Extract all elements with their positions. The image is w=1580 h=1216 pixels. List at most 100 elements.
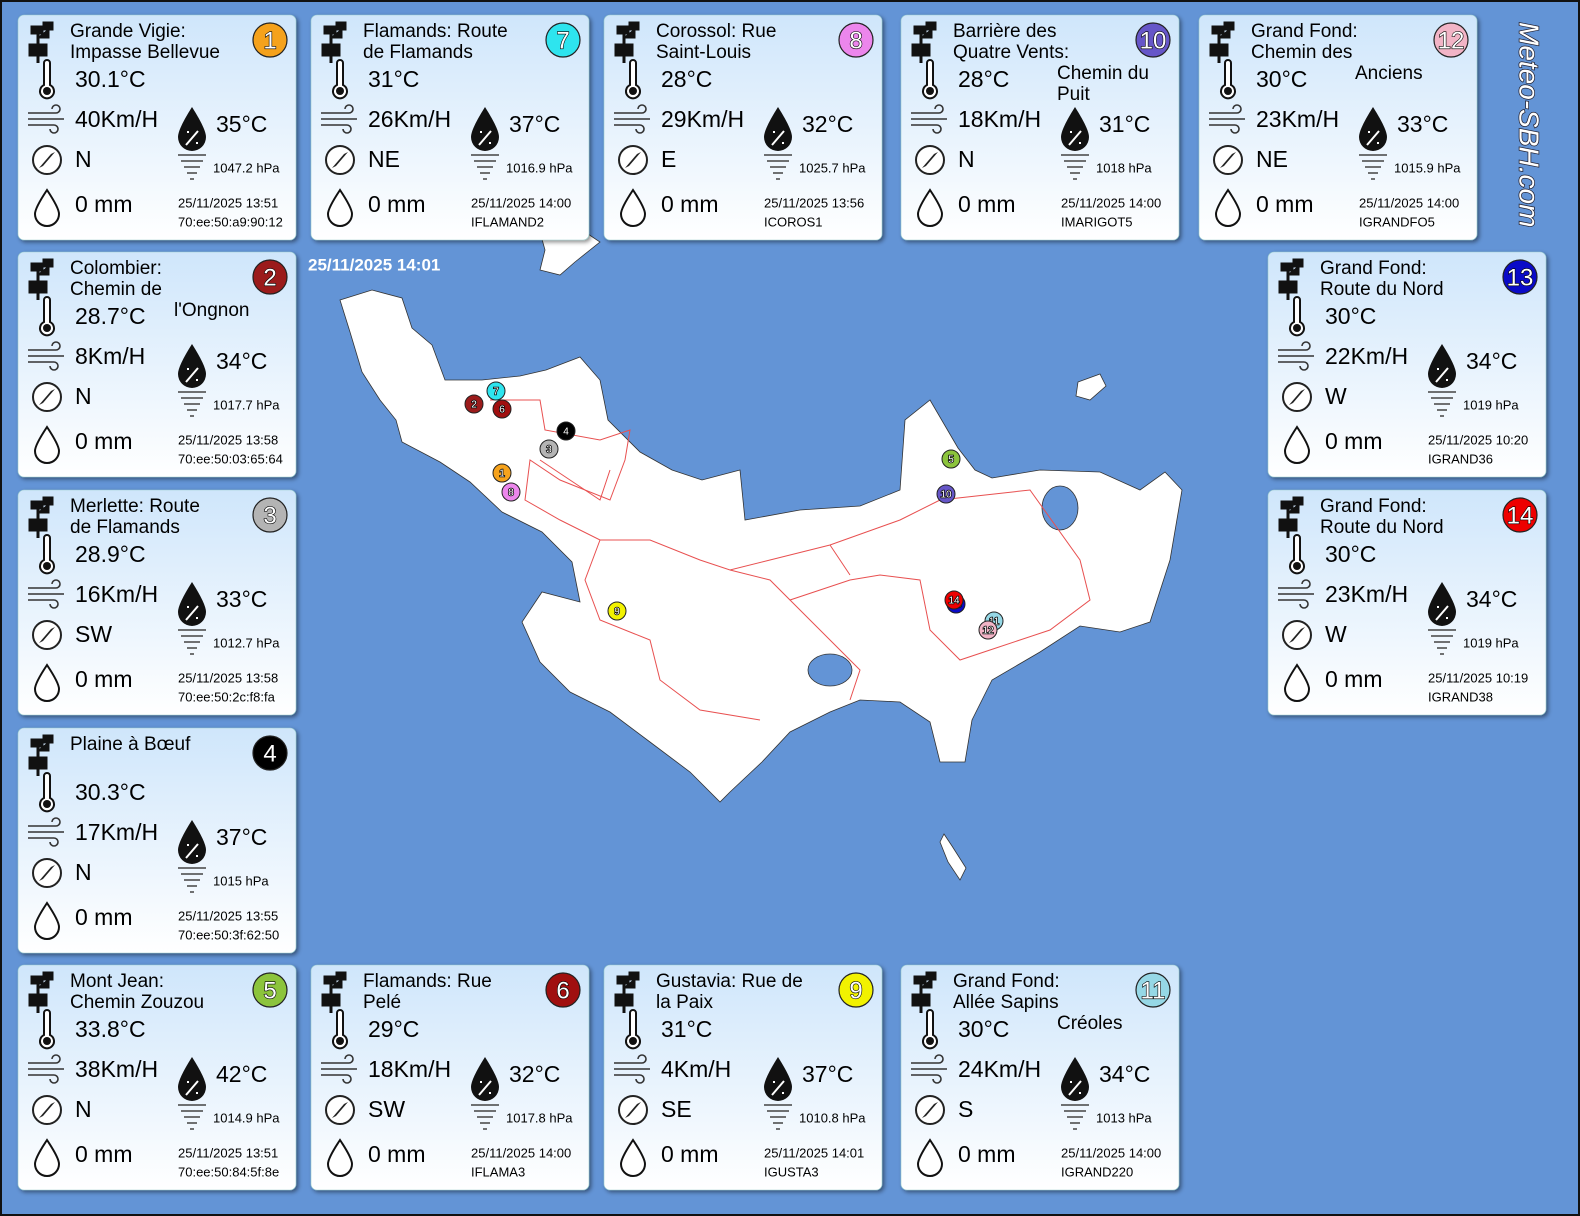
last-update: 25/11/2025 14:01	[764, 1145, 864, 1160]
station-name: Colombier:	[70, 258, 162, 279]
last-update: 25/11/2025 14:00	[1061, 1145, 1161, 1160]
station-name: Quatre Vents:	[953, 42, 1069, 63]
last-update: 25/11/2025 13:58	[178, 432, 278, 447]
wind-icon	[28, 817, 64, 847]
thermometer-icon	[1289, 296, 1305, 337]
thermometer-bulb	[926, 1037, 934, 1045]
feels-icon-mark	[185, 605, 199, 621]
compass-needle	[332, 152, 348, 168]
station-id: IFLAMAND2	[471, 214, 544, 229]
station-icon	[1209, 21, 1235, 63]
wind-direction: SW	[368, 1096, 405, 1122]
feels-like: 37°C	[509, 111, 560, 137]
map-marker: 4	[556, 421, 576, 441]
station-badge	[252, 259, 288, 295]
map-marker: 3	[539, 439, 559, 459]
station-number: 14	[1507, 502, 1534, 529]
feels-icon-mark	[185, 130, 199, 146]
station-name: Route du Nord	[1320, 279, 1444, 300]
wind-direction: NE	[1256, 146, 1288, 172]
pressure-icon	[764, 1104, 792, 1130]
station-icon	[614, 971, 640, 1013]
station-name: Chemin Zouzou	[70, 992, 204, 1013]
station-number: 12	[1438, 27, 1465, 54]
pressure-icon	[178, 629, 206, 655]
card-background	[17, 964, 297, 1191]
marker-dot	[492, 463, 512, 483]
station-badge	[252, 972, 288, 1008]
station-id: IGRAND220	[1061, 1164, 1133, 1179]
pressure-icon	[178, 391, 206, 417]
feels-icon	[178, 107, 206, 151]
map-marker: 2	[464, 394, 484, 414]
station-id: IGUSTA3	[764, 1164, 819, 1179]
compass-needle	[39, 389, 55, 405]
feels-icon-mark	[1435, 605, 1449, 621]
rain: 0 mm	[75, 904, 133, 930]
marker-number: 10	[940, 490, 952, 501]
last-update: 25/11/2025 14:00	[1061, 195, 1161, 210]
wind-speed: 8Km/H	[75, 343, 145, 369]
compass-needle	[332, 1102, 348, 1118]
station-number: 9	[849, 977, 862, 1004]
station-number: 7	[556, 27, 569, 54]
feels-icon	[178, 582, 206, 626]
map-marker: 1	[492, 463, 512, 483]
station-name: Allée Sapins	[953, 992, 1059, 1013]
card-background	[1267, 489, 1547, 716]
thermometer-bulb	[629, 87, 637, 95]
rain: 0 mm	[75, 1141, 133, 1167]
compass-needle	[39, 152, 55, 168]
station-icon	[28, 21, 54, 63]
marker-dot	[492, 399, 512, 419]
last-update: 25/11/2025 14:00	[471, 1145, 571, 1160]
card-background	[900, 14, 1180, 241]
map-marker: 8	[501, 482, 521, 502]
feels-icon-mark	[771, 1080, 785, 1096]
marker-dot	[607, 601, 627, 621]
wind-direction: N	[75, 383, 92, 409]
wind-speed: 4Km/H	[661, 1056, 731, 1082]
thermometer-bulb	[43, 324, 51, 332]
marker-number: 9	[614, 607, 620, 618]
station-name: Gustavia: Rue de	[656, 971, 803, 992]
station-badge	[1502, 497, 1538, 533]
rain: 0 mm	[661, 1141, 719, 1167]
station-icon	[614, 21, 640, 63]
pressure-icon	[764, 154, 792, 180]
rain-icon	[33, 188, 61, 227]
temperature: 30.3°C	[75, 779, 146, 805]
station-badge	[545, 972, 581, 1008]
wind-speed: 40Km/H	[75, 106, 158, 132]
pressure: 1019 hPa	[1463, 635, 1519, 650]
station-number: 5	[263, 977, 276, 1004]
thermometer-icon	[1220, 59, 1236, 100]
feels-icon	[1061, 1057, 1089, 1101]
pressure-icon	[1428, 391, 1456, 417]
feels-like: 33°C	[1397, 111, 1448, 137]
rain-icon	[916, 1138, 944, 1177]
feels-like: 34°C	[216, 348, 267, 374]
thermometer-bulb	[926, 87, 934, 95]
feels-icon	[1061, 107, 1089, 151]
station-id: 70:ee:50:2c:f8:fa	[178, 689, 276, 704]
rain-icon	[326, 188, 354, 227]
station-name: Plaine à Bœuf	[70, 734, 191, 755]
wind-direction: E	[661, 146, 676, 172]
rain-icon	[33, 1138, 61, 1177]
station-badge	[838, 22, 874, 58]
temperature: 33.8°C	[75, 1016, 146, 1042]
rain: 0 mm	[958, 191, 1016, 217]
wind-icon	[28, 1054, 64, 1084]
station-id: 70:ee:50:84:5f:8e	[178, 1164, 279, 1179]
rain-icon	[916, 188, 944, 227]
thermometer-icon	[39, 59, 55, 100]
wind-direction: SE	[661, 1096, 692, 1122]
station-name: Chemin du	[1057, 63, 1149, 84]
last-update: 25/11/2025 13:51	[178, 195, 278, 210]
brand: Meteo-SBH.com	[1514, 22, 1545, 227]
